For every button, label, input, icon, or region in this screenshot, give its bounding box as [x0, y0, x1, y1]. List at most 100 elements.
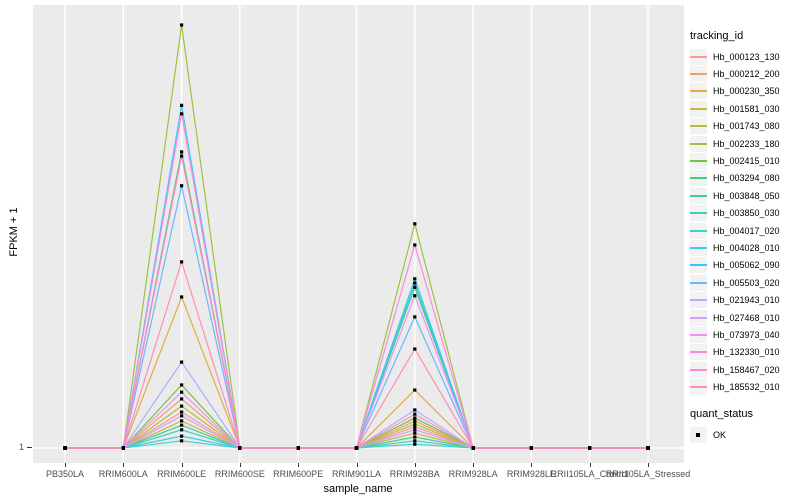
data-point: [180, 419, 184, 423]
data-point: [413, 285, 417, 289]
data-point: [121, 446, 125, 450]
legend-key-line-icon: [690, 309, 707, 326]
data-point: [180, 404, 184, 408]
legend-key-line-icon: [690, 48, 707, 65]
legend-item-label: Hb_000212_200: [713, 69, 780, 80]
legend-item-label: Hb_000123_130: [713, 51, 780, 62]
data-point: [413, 428, 417, 432]
legend-key-line-icon: [690, 292, 707, 309]
legend-key-line-icon: [690, 187, 707, 204]
data-point: [296, 446, 300, 450]
data-point: [180, 397, 184, 401]
data-point: [413, 243, 417, 247]
legend-key-line-icon: [690, 361, 707, 378]
data-point: [180, 390, 184, 394]
data-point: [588, 446, 592, 450]
legend-item: Hb_001581_030: [690, 100, 800, 117]
data-point: [180, 414, 184, 418]
legend-item-label: Hb_158467_020: [713, 364, 780, 375]
legend-item-label: Hb_002233_180: [713, 138, 780, 149]
data-point: [413, 315, 417, 319]
y-tick-label: 1: [18, 442, 24, 452]
legend-item: Hb_004017_020: [690, 222, 800, 239]
legend-item: Hb_073973_040: [690, 326, 800, 343]
chart-canvas: [33, 5, 684, 463]
data-point: [180, 260, 184, 264]
legend-item: Hb_158467_020: [690, 361, 800, 378]
legend-item-label: OK: [713, 429, 727, 440]
legend-item: Hb_003850_030: [690, 205, 800, 222]
data-point: [180, 103, 184, 107]
legend-item-label: Hb_005503_020: [713, 277, 780, 288]
data-point: [180, 434, 184, 438]
legend-items-tracking-id: Hb_000123_130 Hb_000212_200 Hb_000230_350 H…: [690, 48, 800, 396]
legend-item: Hb_002233_180: [690, 135, 800, 152]
legend-item-label: Hb_003848_050: [713, 190, 780, 201]
legend-items-quant-status: OK: [690, 426, 800, 443]
legend-title-quant-status: quant_status: [690, 407, 753, 420]
legend-item: Hb_021943_010: [690, 291, 800, 309]
x-tick-mark: [414, 463, 416, 467]
legend-item-label: Hb_003294_080: [713, 173, 780, 184]
legend-key-line-icon: [690, 379, 707, 396]
legend-title-tracking-id: tracking_id: [690, 30, 744, 42]
data-point: [471, 446, 475, 450]
legend-item: Hb_002415_010: [690, 152, 800, 170]
legend-item: OK: [690, 426, 800, 443]
legend-item: Hb_004028_010: [690, 239, 800, 256]
legend-item: Hb_005503_020: [690, 274, 800, 291]
x-tick-mark: [589, 463, 591, 467]
legend-item-label: Hb_027468_010: [713, 312, 780, 323]
legend-key-line-icon: [690, 83, 707, 100]
legend-item: Hb_005062_090: [690, 257, 800, 274]
y-axis-title: FPKM + 1: [8, 207, 20, 257]
x-tick-mark: [531, 463, 533, 467]
data-point: [529, 446, 533, 450]
data-point: [413, 222, 417, 226]
y-tick-mark: [27, 447, 32, 448]
x-tick-label: RRIM928LE: [506, 469, 556, 479]
data-point: [413, 277, 417, 281]
data-point: [180, 112, 184, 116]
legend-key-line-icon: [690, 205, 707, 222]
legend-key-point-icon: [690, 426, 707, 443]
legend-key-line-icon: [690, 222, 707, 239]
legend-key-line-icon: [690, 100, 707, 117]
legend-item-label: Hb_005062_090: [713, 260, 780, 271]
x-tick-mark: [123, 463, 125, 467]
data-point: [413, 294, 417, 298]
data-point: [180, 150, 184, 154]
data-point: [413, 431, 417, 435]
data-point: [413, 435, 417, 439]
legend-key-line-icon: [690, 239, 707, 256]
data-point: [413, 442, 417, 446]
x-tick-label: RRIM928BA: [389, 469, 440, 479]
legend-item-label: Hb_001743_080: [713, 121, 780, 132]
data-point: [413, 425, 417, 429]
legend-key-line-icon: [690, 326, 707, 343]
data-point: [180, 154, 184, 158]
x-axis-title: sample_name: [323, 483, 393, 495]
legend-item-label: Hb_004028_010: [713, 242, 780, 253]
x-tick-mark: [181, 463, 183, 467]
x-tick-label: RRII105LA_Control: [550, 469, 629, 479]
data-point: [180, 423, 184, 427]
legend-item-label: Hb_185532_010: [713, 382, 780, 393]
legend-item-label: Hb_132330_010: [713, 347, 780, 358]
data-point: [413, 439, 417, 443]
legend-item-label: Hb_003850_030: [713, 208, 780, 219]
x-tick-label: PB350LA: [45, 469, 85, 479]
x-tick-mark: [648, 463, 649, 467]
x-tick-mark: [298, 463, 300, 467]
data-point: [646, 446, 650, 450]
legend-item: Hb_000212_200: [690, 65, 800, 83]
legend-item: Hb_003848_050: [690, 187, 800, 204]
data-point: [180, 184, 184, 188]
legend-key-line-icon: [690, 170, 707, 187]
x-tick-label: RRIM901LA: [331, 469, 382, 479]
x-tick-label: RRIM600LE: [157, 469, 207, 479]
data-point: [413, 388, 417, 392]
data-point: [413, 412, 417, 416]
x-tick-mark: [356, 463, 358, 467]
